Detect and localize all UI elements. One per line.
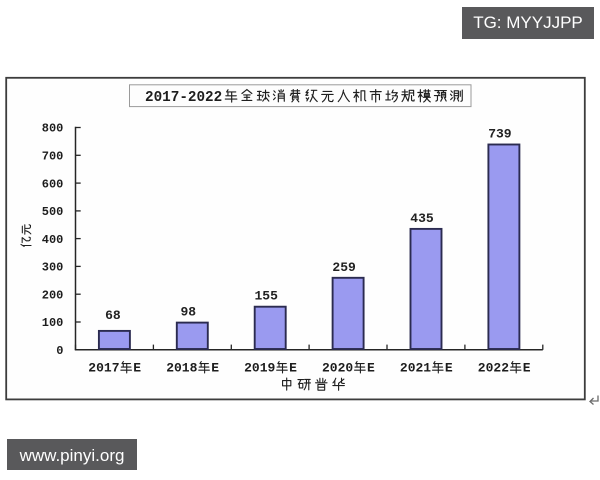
svg-text:600: 600 <box>42 177 64 191</box>
svg-text:2019: 2019 <box>244 361 275 376</box>
svg-text:68: 68 <box>105 308 121 323</box>
svg-text:E: E <box>211 361 219 376</box>
svg-text:2018: 2018 <box>166 361 197 376</box>
svg-text:700: 700 <box>42 150 64 164</box>
svg-text:100: 100 <box>42 316 64 330</box>
svg-text:500: 500 <box>42 205 64 219</box>
svg-text:155: 155 <box>254 289 278 304</box>
svg-text:739: 739 <box>488 127 512 142</box>
svg-text:2021: 2021 <box>400 361 431 376</box>
svg-text:E: E <box>289 361 297 376</box>
svg-text:259: 259 <box>332 260 356 275</box>
svg-text:2020: 2020 <box>322 361 353 376</box>
svg-text:2017-2022: 2017-2022 <box>145 90 222 106</box>
svg-text:2022: 2022 <box>478 361 509 376</box>
svg-text:0: 0 <box>56 344 63 358</box>
svg-text:435: 435 <box>410 211 434 226</box>
svg-text:98: 98 <box>180 305 196 320</box>
svg-text:E: E <box>445 361 453 376</box>
svg-text:2017: 2017 <box>88 361 119 376</box>
svg-text:200: 200 <box>42 288 64 302</box>
svg-text:300: 300 <box>42 261 64 275</box>
svg-text:E: E <box>133 361 141 376</box>
svg-text:E: E <box>367 361 375 376</box>
svg-text:E: E <box>523 361 531 376</box>
svg-text:400: 400 <box>42 233 64 247</box>
svg-text:800: 800 <box>42 122 64 136</box>
